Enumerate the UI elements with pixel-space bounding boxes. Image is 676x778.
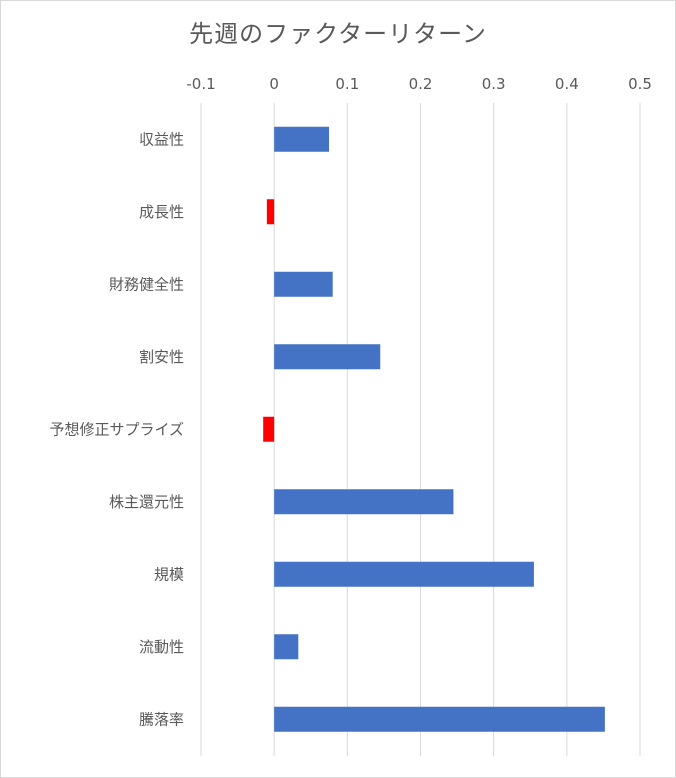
category-label: 騰落率	[139, 710, 184, 728]
bar	[266, 199, 275, 225]
category-label: 成長性	[139, 203, 184, 221]
bar	[263, 416, 275, 442]
x-tick-label: 0.1	[335, 75, 359, 93]
category-label: 予想修正サプライズ	[49, 420, 184, 438]
bar	[274, 489, 454, 515]
x-tick-label: 0.2	[409, 75, 433, 93]
category-label: 規模	[154, 565, 184, 583]
chart-title: 先週のファクターリターン	[189, 20, 487, 48]
category-label: 財務健全性	[109, 275, 184, 293]
bars	[263, 126, 605, 732]
bar	[274, 634, 299, 660]
bar	[274, 706, 605, 732]
bar	[274, 271, 333, 297]
category-label: 流動性	[139, 638, 184, 656]
bar	[274, 561, 534, 587]
x-tick-label: -0.1	[186, 75, 215, 93]
x-tick-label: 0.4	[555, 75, 579, 93]
category-label: 収益性	[139, 130, 184, 148]
bar	[274, 344, 381, 370]
x-tick-label: 0	[269, 75, 279, 93]
category-label: 株主還元性	[109, 493, 184, 511]
category-label: 割安性	[139, 348, 184, 366]
bar	[274, 126, 330, 152]
x-tick-label: 0.3	[482, 75, 506, 93]
x-tick-label: 0.5	[628, 75, 652, 93]
x-axis-ticks: -0.1 0 0.1 0.2 0.3 0.4 0.5	[186, 75, 652, 93]
